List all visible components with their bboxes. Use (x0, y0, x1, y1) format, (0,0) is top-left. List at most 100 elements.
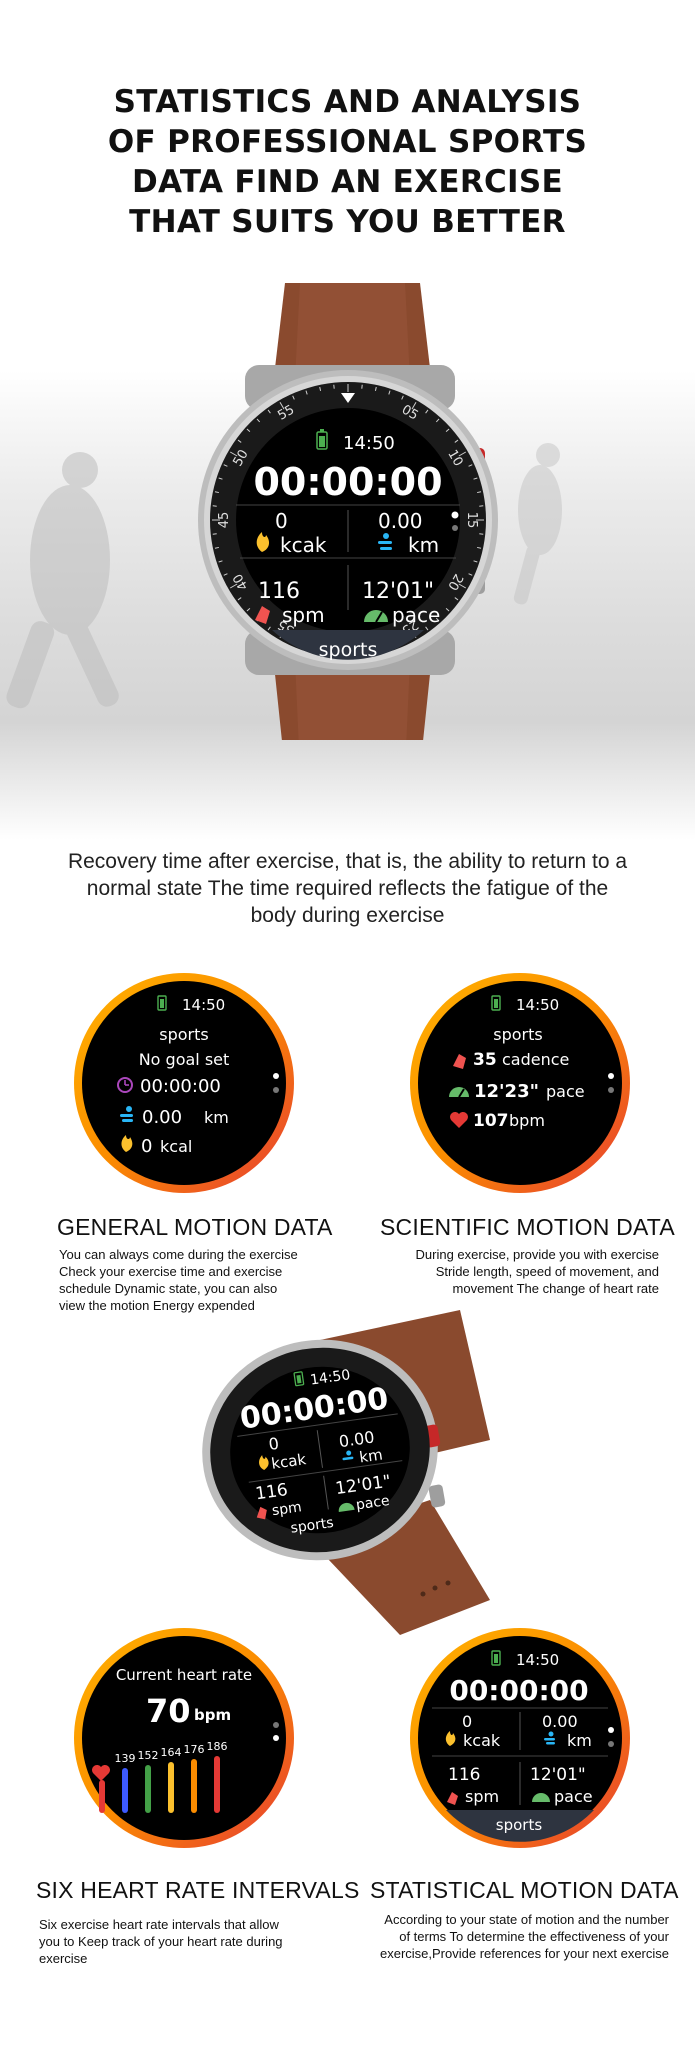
battery-icon (316, 429, 328, 450)
six-intervals-line-2: you to Keep track of your heart rate dur… (39, 1934, 283, 1949)
general-line-1: You can always come during the exercise (59, 1247, 298, 1262)
general-timer: 00:00:00 (140, 1076, 221, 1097)
hero-cadence-unit: spm (282, 603, 325, 627)
middle-cadence-unit: spm (271, 1499, 303, 1519)
interval-label: 186 (207, 1740, 228, 1753)
bezel-number: 05 (399, 402, 421, 423)
interval-bar (99, 1780, 105, 1813)
shoe-icon (256, 1506, 267, 1520)
bezel-tick (218, 477, 223, 480)
bezel-tick (256, 418, 261, 423)
bezel-number: 45 (217, 512, 232, 529)
hero-time: 14:50 (343, 433, 395, 454)
title-line-3: DATA FIND AN EXERCISE (132, 164, 563, 200)
interval-label: 152 (138, 1749, 159, 1762)
general-description: You can always come during the exercise … (59, 1246, 359, 1314)
bezel-tick (435, 617, 440, 622)
speedometer-icon (338, 1502, 355, 1512)
bezel-tick (214, 546, 219, 549)
bezel-tick (214, 491, 219, 494)
bezel-tick (454, 597, 459, 601)
bezel-tick (218, 560, 223, 563)
bezel-tick (305, 390, 308, 395)
stat-pace-value: 12'01" (530, 1765, 586, 1785)
bezel-tick (477, 546, 482, 549)
middle-mode-label: sports (290, 1515, 335, 1537)
battery-icon (491, 1650, 501, 1666)
bezel-tick (267, 409, 271, 414)
bezel-tick (374, 386, 377, 391)
bezel-tick (458, 583, 467, 589)
scientific-pace-value: 12'23" (474, 1081, 539, 1102)
bezel-tick (388, 390, 391, 395)
runner-silhouette-right (513, 443, 562, 605)
general-distance-value: 0.00 (142, 1107, 182, 1128)
battery-icon (293, 1371, 305, 1387)
bezel-tick (468, 464, 473, 467)
bezel-tick (267, 626, 271, 631)
runner-icon (378, 533, 392, 550)
battery-icon (157, 995, 167, 1011)
stat-time: 14:50 (516, 1651, 559, 1669)
interval-label: 164 (161, 1746, 182, 1759)
general-line-4: view the motion Energy expended (59, 1298, 255, 1313)
description-line-3: body during exercise (250, 904, 445, 927)
interval-bar (122, 1768, 128, 1813)
flame-icon (445, 1731, 456, 1746)
statistical-heading: STATISTICAL MOTION DATA (370, 1877, 679, 1903)
bezel-tick (237, 597, 242, 601)
heart-icon (450, 1112, 468, 1128)
six-intervals-heading: SIX HEART RATE INTERVALS (36, 1877, 360, 1903)
six-intervals-line-1: Six exercise heart rate intervals that a… (39, 1917, 279, 1932)
interval-bar (168, 1762, 174, 1813)
general-line-3: schedule Dynamic state, you can also (59, 1281, 278, 1296)
heart-icon (92, 1765, 111, 1781)
bezel-tick (292, 395, 295, 400)
hero-calories-value: 0 (275, 509, 288, 533)
bezel-tick (246, 607, 251, 612)
description-line-1: Recovery time after exercise, that is, t… (67, 850, 628, 873)
middle-calories-value: 0 (267, 1434, 280, 1454)
bezel-tick (458, 451, 467, 457)
bezel-tick (477, 491, 482, 494)
bezel-tick (223, 573, 228, 576)
bezel-tick (445, 428, 450, 433)
scientific-pace-unit: pace (546, 1082, 585, 1101)
bezel-tick (223, 464, 228, 467)
hero-timer: 00:00:00 (253, 460, 442, 504)
heart-unit: bpm (194, 1706, 231, 1724)
hero-calories-unit: kcak (280, 533, 327, 557)
middle-calories-unit: kcak (270, 1450, 307, 1473)
six-intervals-description: Six exercise heart rate intervals that a… (39, 1916, 339, 1967)
interval-label: 139 (115, 1752, 136, 1765)
stat-distance-unit: km (567, 1731, 592, 1750)
bezel-tick (454, 439, 459, 443)
interval-bar (214, 1756, 220, 1813)
stat-cadence-value: 116 (448, 1765, 480, 1785)
hero-cadence-value: 116 (258, 579, 300, 604)
stat-cadence-unit: spm (465, 1787, 499, 1806)
scientific-heart-unit: bpm (509, 1111, 545, 1130)
bezel-number: 20 (444, 571, 465, 593)
speedometer-icon (449, 1087, 469, 1098)
middle-distance-value: 0.00 (338, 1427, 376, 1451)
page-title: STATISTICS AND ANALYSIS OF PROFESSIONAL … (0, 82, 695, 242)
general-heading: GENERAL MOTION DATA (57, 1214, 333, 1240)
runner-silhouette-left (6, 452, 119, 709)
middle-time: 14:50 (309, 1367, 351, 1388)
bezel-tick (411, 401, 417, 410)
stat-timer: 00:00:00 (449, 1674, 588, 1707)
bezel-number: 15 (464, 512, 479, 529)
interval-label: 176 (184, 1743, 205, 1756)
scientific-description: During exercise, provide you with exerci… (360, 1246, 660, 1297)
heart-interval-bars: 93139152164176186 (95, 1740, 228, 1813)
stat-mode-label: sports (496, 1816, 543, 1834)
bezel-number: 50 (230, 447, 251, 469)
bezel-tick (237, 439, 242, 443)
middle-watch-illustration: 14:50 00:00:00 0 kcak 0.00 km 116 spm 12… (202, 1310, 490, 1635)
bezel-number: 40 (230, 571, 251, 593)
clock-icon (117, 1077, 133, 1093)
interval-bar (191, 1759, 197, 1813)
general-goal: No goal set (139, 1050, 230, 1069)
bezel-tick (229, 451, 238, 457)
